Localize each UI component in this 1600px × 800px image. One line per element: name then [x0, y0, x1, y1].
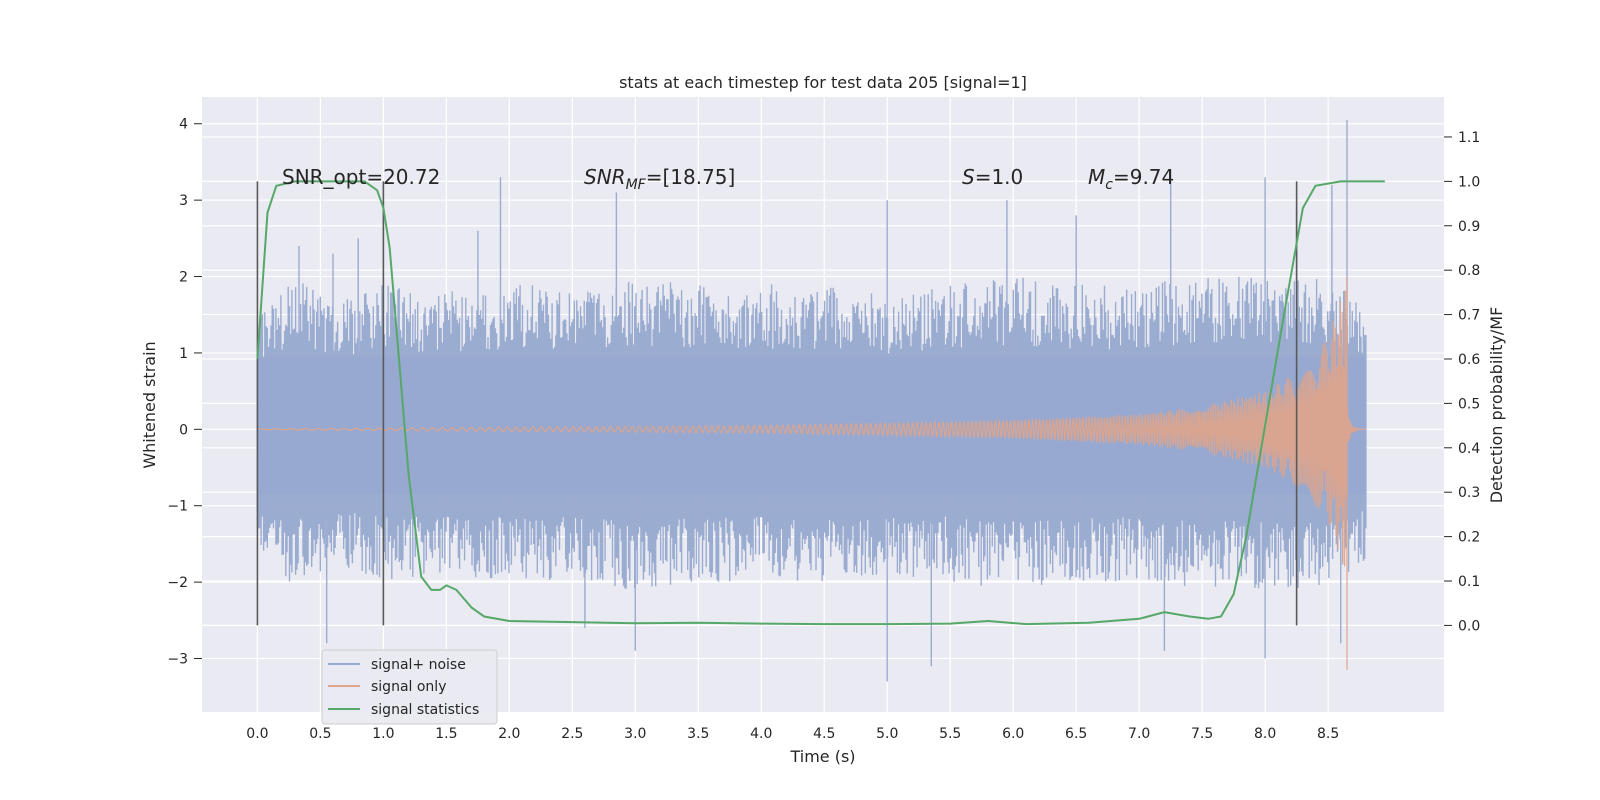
legend-label-signal-plus-noise: signal+ noise [371, 657, 466, 673]
x-tick-label: 0.5 [309, 726, 331, 742]
y2-tick-label: 0.8 [1458, 263, 1480, 279]
y2-tick-label: 0.7 [1458, 308, 1480, 324]
annotation-snr-mf-value: =[18.75] [646, 165, 736, 189]
x-tick-label: 0.0 [246, 726, 268, 742]
y-tick-label: −1 [167, 499, 188, 515]
y2-tick-label: 1.0 [1458, 174, 1480, 190]
signal-statistics-series [256, 180, 1385, 626]
annotation-snr-mf: SNRMF=[18.75] [584, 165, 735, 193]
y2-tick-label: 0.6 [1458, 352, 1480, 368]
y2-tick-label: 0.4 [1458, 441, 1480, 457]
y-tick-label: −3 [167, 652, 188, 668]
legend: signal+ noise signal only signal statist… [321, 649, 498, 725]
x-tick-label: 7.0 [1128, 726, 1150, 742]
signal-only-trace [257, 276, 1366, 670]
x-tick-label: 7.5 [1191, 726, 1213, 742]
y-axis-left: 4 3 2 1 0 −1 −2 −3 [167, 117, 202, 668]
x-tick-label: 6.5 [1065, 726, 1087, 742]
chart-title: stats at each timestep for test data 205… [619, 73, 1027, 92]
annotation-snr-mf-subscript: MF [626, 177, 647, 193]
x-tick-label: 1.5 [435, 726, 457, 742]
annotation-snr-opt: SNR_opt=20.72 [282, 165, 440, 189]
x-tick-label: 4.5 [813, 726, 835, 742]
legend-label-signal-statistics: signal statistics [371, 702, 479, 718]
y-axis-title: Whitened strain [140, 341, 159, 468]
x-tick-label: 6.0 [1002, 726, 1024, 742]
y-tick-label: 2 [179, 270, 188, 286]
annotation-snr-mf-symbol: SNR [584, 165, 626, 189]
signal-statistics-line [256, 180, 1385, 626]
annotation-s: S=1.0 [962, 165, 1023, 189]
x-tick-label: 4.0 [750, 726, 772, 742]
x-tick-label: 8.0 [1254, 726, 1276, 742]
vertical-markers [256, 181, 1298, 626]
x-tick-label: 3.0 [624, 726, 646, 742]
legend-label-signal-only: signal only [371, 679, 446, 695]
signal-only-series [257, 276, 1366, 670]
x-axis-title: Time (s) [789, 747, 855, 766]
y2-axis-title: Detection probability/MF [1487, 307, 1506, 504]
annotation-s-value: =1.0 [975, 165, 1024, 189]
y-tick-label: 0 [179, 422, 188, 438]
x-tick-label: 5.5 [939, 726, 961, 742]
y-axis-right: 1.1 1.0 0.9 0.8 0.7 0.6 0.5 0.4 0.3 0.2 0.1 0.0 [1444, 130, 1480, 634]
x-tick-label: 1.0 [372, 726, 394, 742]
y2-tick-label: 0.5 [1458, 396, 1480, 412]
annotation-mc-value: =9.74 [1113, 165, 1174, 189]
y2-tick-label: 0.3 [1458, 485, 1480, 501]
x-tick-label: 5.0 [876, 726, 898, 742]
x-tick-label: 2.5 [561, 726, 583, 742]
x-axis: 0.0 0.5 1.0 1.5 2.0 2.5 3.0 3.5 4.0 4.5 5.0 5.5 6.0 6… [246, 726, 1339, 742]
annotation-mc-subscript: c [1105, 177, 1113, 193]
annotation-mc: Mc=9.74 [1088, 165, 1174, 193]
x-tick-label: 8.5 [1317, 726, 1339, 742]
y2-tick-label: 0.9 [1458, 219, 1480, 235]
y-tick-label: −2 [167, 575, 188, 591]
x-tick-label: 2.0 [498, 726, 520, 742]
x-tick-label: 3.5 [687, 726, 709, 742]
y2-tick-label: 0.0 [1458, 618, 1480, 634]
y-tick-label: 1 [179, 346, 188, 362]
y2-tick-label: 0.1 [1458, 574, 1480, 590]
y-tick-label: 4 [179, 117, 188, 133]
y2-tick-label: 0.2 [1458, 530, 1480, 546]
annotation-mc-symbol: M [1088, 165, 1105, 189]
y-tick-label: 3 [179, 193, 188, 209]
annotation-s-symbol: S [962, 165, 975, 189]
y2-tick-label: 1.1 [1458, 130, 1480, 146]
legend-box [321, 649, 498, 725]
